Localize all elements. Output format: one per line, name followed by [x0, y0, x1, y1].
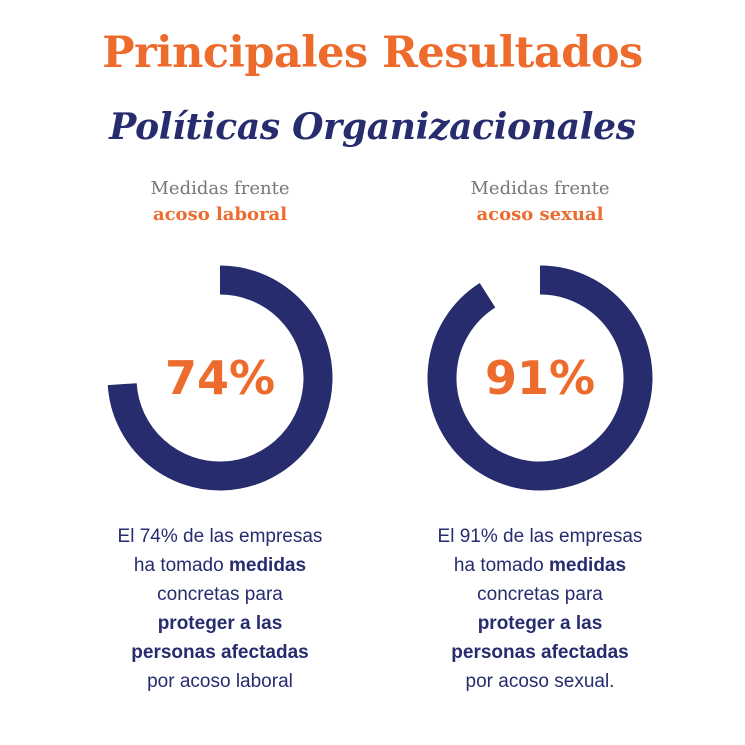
panel-description: El 91% de las empresas ha tomado medidas… — [375, 522, 705, 696]
donut-svg — [107, 265, 333, 491]
desc-line: El 74% de las empresas — [117, 526, 323, 547]
donut-arc-sexual — [427, 265, 653, 491]
desc-line: personas afectadas — [375, 638, 705, 667]
desc-line: concretas para — [477, 584, 603, 605]
desc-line: proteger a las — [55, 609, 385, 638]
desc-line: personas afectadas — [55, 638, 385, 667]
desc-line: por acoso sexual. — [465, 671, 615, 692]
page-subtitle: Políticas Organizacionales — [109, 106, 636, 148]
desc-text: ha tomado — [133, 555, 229, 576]
percent-label: 91% — [484, 351, 596, 405]
panel-acoso-laboral: Medidas frente acoso laboral 74% El 74% … — [55, 170, 385, 696]
desc-line: ha tomado medidas — [55, 551, 385, 580]
panel-heading-line1: Medidas frente — [150, 178, 290, 199]
desc-line: proteger a las — [375, 609, 705, 638]
panel-heading-line2: acoso sexual — [476, 204, 604, 225]
donut-svg — [427, 265, 653, 491]
desc-text: ha tomado — [453, 555, 549, 576]
desc-bold-text: medidas — [548, 555, 627, 576]
desc-bold-text: proteger a las — [157, 613, 283, 634]
percent-label: 74% — [164, 351, 276, 405]
desc-bold-text: proteger a las — [477, 613, 603, 634]
desc-bold-text: personas afectadas — [131, 642, 309, 663]
donut-chart-sexual: 91% — [420, 258, 660, 498]
desc-line: ha tomado medidas — [375, 551, 705, 580]
panel-heading-line2: acoso laboral — [152, 204, 288, 225]
desc-line: por acoso laboral — [147, 671, 293, 692]
desc-line: concretas para — [157, 584, 283, 605]
desc-line: El 91% de las empresas — [437, 526, 643, 547]
donut-chart-laboral: 74% — [100, 258, 340, 498]
donut-arc-laboral — [107, 265, 333, 491]
page-title: Principales Resultados — [102, 28, 643, 78]
panel-description: El 74% de las empresas ha tomado medidas… — [55, 522, 385, 696]
desc-bold-text: personas afectadas — [451, 642, 629, 663]
panel-acoso-sexual: Medidas frente acoso sexual 91% El 91% d… — [375, 170, 705, 696]
desc-bold-text: medidas — [228, 555, 307, 576]
panel-heading-line1: Medidas frente — [470, 178, 610, 199]
